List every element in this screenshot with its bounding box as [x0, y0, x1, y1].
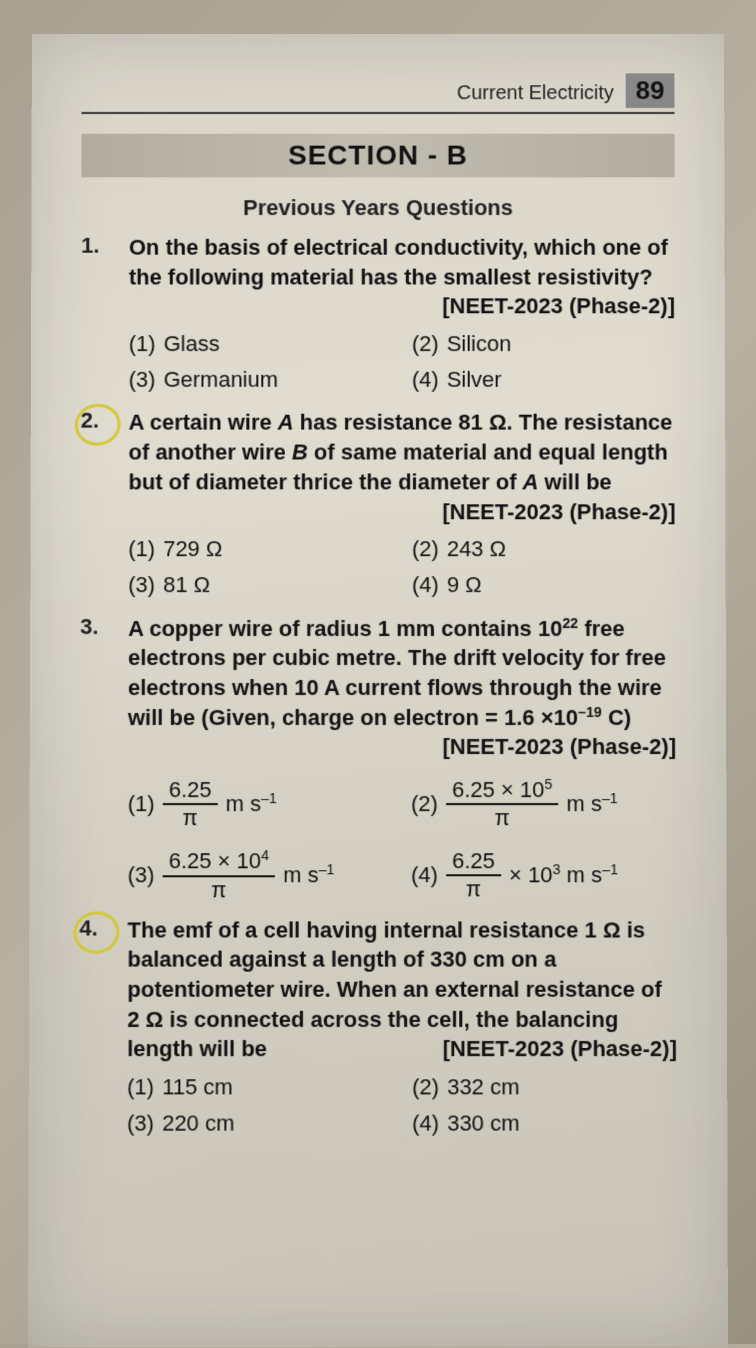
- option-1: (1) Glass: [129, 329, 392, 359]
- question-body: The emf of a cell having internal resist…: [127, 915, 677, 1138]
- question-body: A copper wire of radius 1 mm contains 10…: [128, 614, 677, 901]
- option-2: (2) 6.25 × 105 π m s–1: [411, 778, 676, 829]
- question-3: 3. A copper wire of radius 1 mm contains…: [79, 614, 676, 901]
- page-header: Current Electricity 89: [81, 73, 674, 114]
- question-4: 4. The emf of a cell having internal res…: [79, 915, 677, 1138]
- options-grid: (1) 729 Ω (2) 243 Ω (3) 81 Ω (4) 9 Ω: [128, 534, 676, 599]
- option-3: (3) 6.25 × 104 π m s–1: [128, 850, 393, 901]
- question-number: 3.: [79, 614, 128, 901]
- question-stem: On the basis of electrical conductivity,…: [129, 235, 668, 289]
- option-1: (1) 115 cm: [127, 1072, 392, 1102]
- question-1: 1. On the basis of electrical conductivi…: [81, 233, 675, 394]
- question-stem: A certain wire A has resistance 81 Ω. Th…: [128, 410, 672, 494]
- question-stem: A copper wire of radius 1 mm contains 10…: [128, 616, 666, 730]
- question-body: A certain wire A has resistance 81 Ω. Th…: [128, 408, 676, 599]
- option-3: (3) Germanium: [129, 365, 392, 395]
- chapter-title: Current Electricity: [457, 82, 614, 105]
- question-source: [NEET-2023 (Phase-2)]: [442, 497, 675, 527]
- option-4: (4) 9 Ω: [412, 570, 676, 600]
- option-3: (3) 220 cm: [127, 1108, 392, 1138]
- options-grid: (1) 6.25 π m s–1 (2) 6.25 × 105 π m s–1: [128, 778, 677, 901]
- section-banner: SECTION - B: [81, 134, 674, 178]
- page-number: 89: [626, 73, 675, 108]
- question-source: [NEET-2023 (Phase-2)]: [443, 1034, 677, 1064]
- option-4: (4) 330 cm: [412, 1108, 677, 1138]
- option-2: (2) Silicon: [412, 329, 675, 359]
- option-1: (1) 729 Ω: [128, 534, 392, 564]
- question-number: 4.: [79, 915, 128, 1138]
- question-number: 1.: [81, 233, 129, 394]
- question-source: [NEET-2023 (Phase-2)]: [129, 292, 675, 321]
- option-2: (2) 243 Ω: [412, 534, 676, 564]
- question-2: 2. A certain wire A has resistance 81 Ω.…: [80, 408, 676, 599]
- option-3: (3) 81 Ω: [128, 570, 392, 600]
- textbook-page: Current Electricity 89 SECTION - B Previ…: [28, 34, 728, 1348]
- options-grid: (1) Glass (2) Silicon (3) Germanium (4) …: [129, 329, 676, 394]
- fraction: 6.25 × 105 π: [446, 778, 558, 829]
- fraction: 6.25 π: [446, 850, 501, 900]
- options-grid: (1) 115 cm (2) 332 cm (3) 220 cm (4) 330…: [127, 1072, 677, 1138]
- question-number: 2.: [80, 408, 128, 599]
- fraction: 6.25 π: [163, 779, 218, 829]
- fraction: 6.25 × 104 π: [162, 850, 275, 901]
- option-4: (4) 6.25 π × 103 m s–1: [411, 850, 677, 901]
- option-1: (1) 6.25 π m s–1: [128, 778, 393, 829]
- option-4: (4) Silver: [412, 365, 675, 395]
- subheading: Previous Years Questions: [81, 195, 675, 221]
- option-2: (2) 332 cm: [412, 1072, 677, 1102]
- question-source: [NEET-2023 (Phase-2)]: [442, 732, 676, 762]
- question-body: On the basis of electrical conductivity,…: [129, 233, 676, 394]
